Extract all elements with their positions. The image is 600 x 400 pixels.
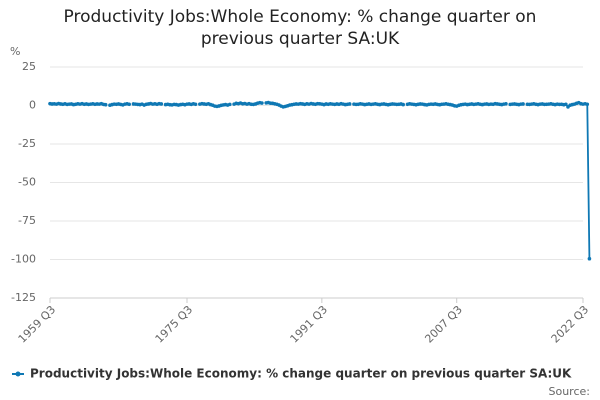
x-tick-label: 1975 Q3 [153,303,196,346]
y-tick-label: -50 [18,176,36,189]
chart-title: Productivity Jobs:Whole Economy: % chang… [63,7,537,49]
y-tick-label: -25 [18,137,36,150]
data-point [585,102,590,107]
y-tick-label: 0 [29,99,36,112]
legend-swatch-dot [15,371,21,377]
data-point [401,102,405,107]
x-tick-label: 2007 Q3 [422,303,465,346]
data-point [228,102,232,107]
y-tick-label: -125 [11,291,36,304]
data-point [127,102,132,107]
data-point [521,102,525,106]
y-tick-label: -75 [18,214,36,227]
data-point [103,102,108,107]
data-point [159,102,164,106]
data-point [564,102,568,107]
data-point [347,102,352,106]
y-tick-label: -100 [11,253,36,266]
data-point [260,101,264,105]
data-point [587,256,592,261]
x-tick-label: 2022 Q3 [549,303,592,346]
y-tick-label: 25 [22,60,36,73]
data-point [193,102,198,107]
source: Source: [549,385,591,398]
x-tick-label: 1991 Q3 [288,303,331,346]
legend-label: Productivity Jobs:Whole Economy: % chang… [30,367,572,381]
y-axis-label: % [10,45,20,58]
series-line [49,101,591,259]
x-tick-label: 1959 Q3 [16,303,59,346]
data-point [504,102,508,106]
